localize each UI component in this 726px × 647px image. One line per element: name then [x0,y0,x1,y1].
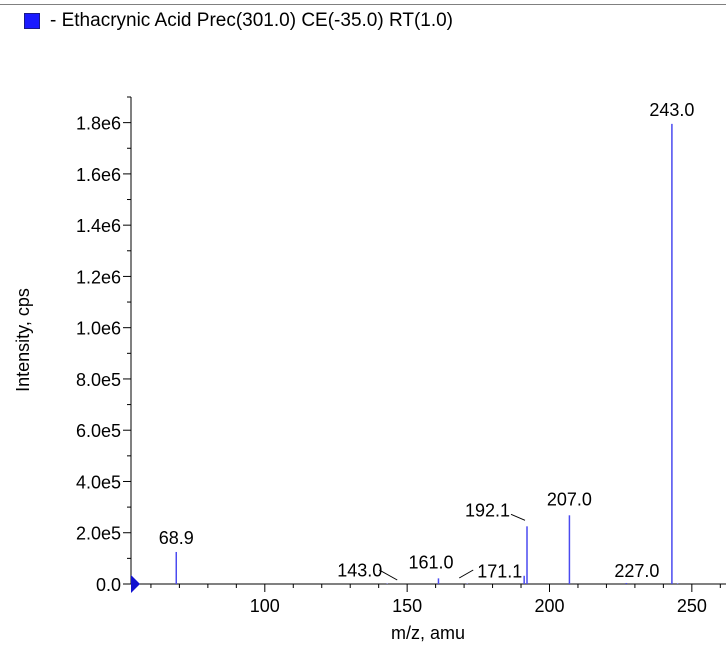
peak-labels: 68.9 143.0 161.0 171.1 192.1 207.0 227.0 243.0 [159,100,695,582]
leader-line [458,569,474,579]
leader-line [378,569,398,581]
y-tick-label: 4.0e5 [76,472,121,492]
peak-label: 68.9 [159,528,194,548]
spectrum-peaks [175,123,679,584]
y-axis-label: Intensity, cps [13,288,33,392]
peak-label: 143.0 [337,561,382,581]
x-tick-label: 150 [392,596,422,616]
leader-line [510,513,526,521]
y-tick-label: 1.2e6 [76,267,121,287]
x-tick-label: 200 [534,596,564,616]
peak-label: 243.0 [649,100,694,120]
peak-label: 227.0 [614,561,659,581]
legend-label: - Ethacrynic Acid Prec(301.0) CE(-35.0) … [50,10,454,31]
y-tick-label: 1.8e6 [76,114,121,134]
peak-label: 207.0 [547,489,592,509]
y-tick-label: 6.0e5 [76,421,121,441]
origin-marker [131,575,140,593]
legend: - Ethacrynic Acid Prec(301.0) CE(-35.0) … [24,9,453,33]
y-tick-label: 2.0e5 [76,524,121,544]
y-tick-label: 1.0e6 [76,319,121,339]
legend-swatch [24,13,40,29]
y-tick-label: 1.6e6 [76,165,121,185]
x-tick-label: 250 [677,596,707,616]
peak-label: 161.0 [408,552,453,572]
x-axis-label: m/z, amu [391,623,465,643]
y-tick-label: 8.0e5 [76,370,121,390]
peak-label: 192.1 [465,500,510,520]
y-tick-label: 0.0 [96,575,121,595]
x-tick-label: 100 [250,596,280,616]
axes: 0.0 2.0e5 4.0e5 6.0e5 8.0e5 1.0e6 1.2e6 1.4e6 1.… [76,96,726,616]
peak-label: 171.1 [477,562,522,582]
y-tick-label: 1.4e6 [76,216,121,236]
top-rule [0,4,726,5]
